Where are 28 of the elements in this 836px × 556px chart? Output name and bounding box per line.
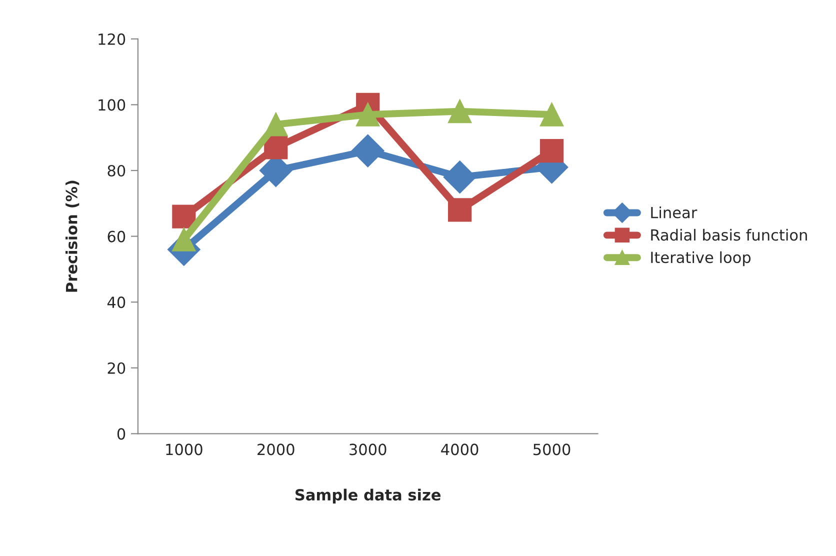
y-tick-label: 0 <box>117 428 126 440</box>
legend-label: Iterative loop <box>651 251 751 266</box>
x-tick-label: 2000 <box>258 444 294 456</box>
y-axis-title: Precision (%) <box>66 180 80 292</box>
point <box>540 102 564 126</box>
y-tick-label: 100 <box>98 99 126 111</box>
point <box>264 136 288 160</box>
point <box>540 138 564 163</box>
point <box>264 112 288 136</box>
y-tick-label: 20 <box>108 362 126 374</box>
point <box>443 160 476 194</box>
y-tick-label: 60 <box>108 230 126 242</box>
legend-label: Linear <box>651 206 698 218</box>
point <box>351 134 384 168</box>
x-axis-title: Sample data size <box>296 488 441 504</box>
x-tick-label: 4000 <box>441 444 478 456</box>
point <box>448 198 472 222</box>
x-tick-label: 1000 <box>166 444 202 456</box>
legend-label: Radial basis function <box>651 228 807 241</box>
point <box>356 102 380 126</box>
y-tick-label: 120 <box>98 33 126 45</box>
y-tick-label: 40 <box>107 296 126 308</box>
point <box>172 204 196 228</box>
point <box>448 99 472 124</box>
x-tick-label: 3000 <box>350 444 386 456</box>
x-tick-label: 5000 <box>534 444 570 456</box>
point <box>172 228 196 252</box>
y-tick-label: 80 <box>108 164 126 177</box>
